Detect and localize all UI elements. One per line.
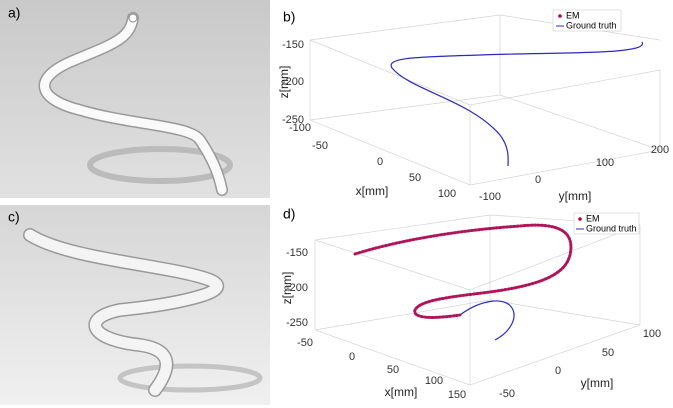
legend-label: EM bbox=[586, 213, 600, 223]
z-tick-label: -200 bbox=[286, 282, 308, 294]
tube-end bbox=[128, 13, 138, 23]
x-tick-label: 0 bbox=[349, 351, 355, 363]
y-axis-label: y[mm] bbox=[581, 376, 614, 390]
legend-marker bbox=[558, 14, 562, 18]
em-points bbox=[353, 223, 573, 319]
y-tick-label: -50 bbox=[499, 388, 515, 400]
z-axis-label: z[mm] bbox=[277, 66, 291, 99]
z-tick-label: -150 bbox=[282, 39, 304, 51]
panel-d: d) EM Ground truth -150 -200 -250 z[mm] … bbox=[280, 206, 661, 401]
x-tick-label: 100 bbox=[425, 375, 443, 387]
legend-label: EM bbox=[566, 10, 580, 20]
panel-label: a) bbox=[8, 5, 20, 21]
panel-b: b) EM Ground truth -150 -200 -250 z[mm] … bbox=[277, 9, 669, 203]
tube bbox=[40, 13, 227, 195]
z-tick-label: -150 bbox=[286, 247, 308, 259]
x-axis-label: x[mm] bbox=[385, 385, 418, 399]
x-tick-label: 100 bbox=[438, 188, 456, 200]
z-tick-label: -200 bbox=[282, 76, 304, 88]
panel-a: a) bbox=[0, 0, 270, 198]
x-tick-label: 0 bbox=[377, 156, 383, 168]
ground-truth-curve bbox=[390, 41, 643, 167]
y-tick-label: 200 bbox=[651, 144, 669, 156]
x-tick-label: -50 bbox=[312, 140, 328, 152]
x-axis-label: x[mm] bbox=[356, 184, 389, 198]
y-tick-label: 100 bbox=[643, 328, 661, 340]
z-tick-label: -250 bbox=[282, 114, 304, 126]
z-tick-label: -250 bbox=[286, 317, 308, 329]
z-axis-label: z[mm] bbox=[280, 272, 294, 305]
y-axis-label: y[mm] bbox=[559, 189, 592, 203]
panel-label: c) bbox=[8, 209, 20, 225]
panel-label: d) bbox=[283, 206, 295, 222]
y-tick-label: -100 bbox=[479, 191, 501, 203]
legend-box bbox=[573, 212, 640, 235]
legend-marker bbox=[578, 217, 582, 221]
panel-c: c) bbox=[0, 205, 270, 405]
legend-label: Ground truth bbox=[586, 223, 637, 233]
y-tick-label: 50 bbox=[602, 347, 614, 359]
tube bbox=[24, 229, 223, 396]
y-tick-label: 0 bbox=[535, 174, 541, 186]
legend-box bbox=[552, 9, 622, 32]
y-tick-label: 0 bbox=[555, 365, 561, 377]
y-tick-label: 100 bbox=[596, 157, 614, 169]
x-tick-label: -50 bbox=[297, 337, 313, 349]
panel-label: b) bbox=[283, 9, 295, 25]
axes-box bbox=[309, 14, 661, 186]
axes-box bbox=[314, 214, 641, 386]
shadow bbox=[87, 146, 233, 184]
x-tick-label: 50 bbox=[409, 172, 421, 184]
x-tick-label: 50 bbox=[387, 364, 399, 376]
x-tick-label: 150 bbox=[448, 389, 466, 401]
shadow bbox=[117, 363, 263, 393]
legend-label: Ground truth bbox=[566, 20, 617, 30]
x-tick-label: -100 bbox=[289, 122, 311, 134]
